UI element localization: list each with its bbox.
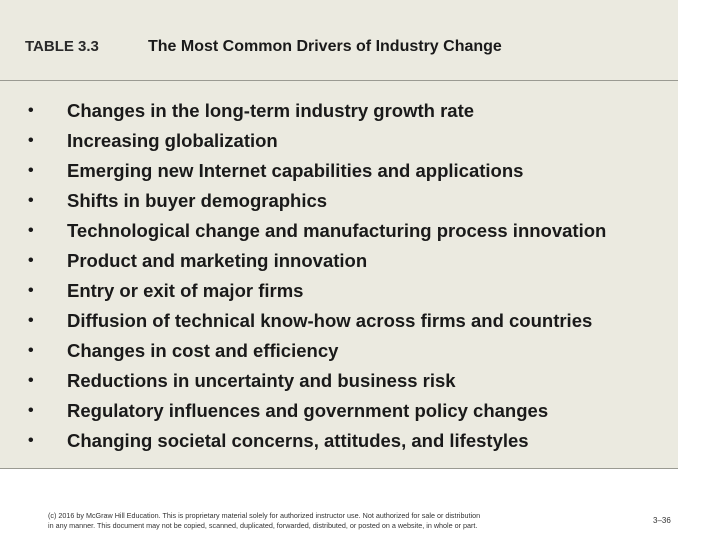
driver-text: Increasing globalization [67,130,278,151]
list-item: • Product and marketing innovation [0,246,678,276]
bullet-icon: • [28,222,34,239]
bullet-icon: • [28,252,34,269]
list-item: • Changes in cost and efficiency [0,336,678,366]
list-item: • Shifts in buyer demographics [0,186,678,216]
list-item: • Technological change and manufacturing… [0,216,678,246]
list-item: • Regulatory influences and government p… [0,396,678,426]
table-title: The Most Common Drivers of Industry Chan… [148,38,502,55]
copyright-notice: (c) 2016 by McGraw Hill Education. This … [48,511,588,531]
bullet-icon: • [28,132,34,149]
bullet-icon: • [28,342,34,359]
driver-text: Changes in the long-term industry growth… [67,100,475,121]
driver-text: Entry or exit of major firms [67,280,304,301]
list-item: • Entry or exit of major firms [0,276,678,306]
list-item: • Emerging new Internet capabilities and… [0,156,678,186]
table-header: TABLE 3.3 The Most Common Drivers of Ind… [0,0,678,81]
drivers-list: • Changes in the long-term industry grow… [0,96,678,456]
list-item: • Increasing globalization [0,126,678,156]
driver-text: Shifts in buyer demographics [67,190,328,211]
bullet-icon: • [28,432,34,449]
driver-text: Diffusion of technical know-how across f… [67,310,593,331]
driver-text: Changes in cost and efficiency [67,340,339,361]
bullet-icon: • [28,282,34,299]
driver-text: Regulatory influences and government pol… [67,400,549,421]
driver-text: Technological change and manufacturing p… [67,220,607,241]
bullet-icon: • [28,312,34,329]
copyright-line: in any manner. This document may not be … [48,521,478,530]
bullet-icon: • [28,402,34,419]
driver-text: Changing societal concerns, attitudes, a… [67,430,529,451]
driver-text: Product and marketing innovation [67,250,368,271]
list-item: • Reductions in uncertainty and business… [0,366,678,396]
driver-text: Reductions in uncertainty and business r… [67,370,456,391]
list-item: • Diffusion of technical know-how across… [0,306,678,336]
table-number: TABLE 3.3 [25,38,99,55]
page-number: 3–36 [653,516,671,525]
bullet-icon: • [28,102,34,119]
table-body: • Changes in the long-term industry grow… [0,81,678,469]
list-item: • Changes in the long-term industry grow… [0,96,678,126]
bullet-icon: • [28,372,34,389]
bullet-icon: • [28,162,34,179]
copyright-line: (c) 2016 by McGraw Hill Education. This … [48,511,481,520]
driver-text: Emerging new Internet capabilities and a… [67,160,524,181]
bullet-icon: • [28,192,34,209]
list-item: • Changing societal concerns, attitudes,… [0,426,678,456]
